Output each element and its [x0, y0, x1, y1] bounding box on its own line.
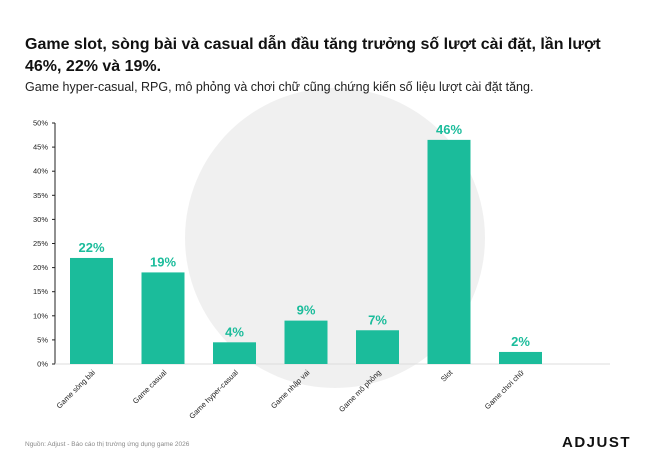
- bars-group: [70, 139, 542, 364]
- bar: [499, 351, 542, 364]
- bar: [213, 342, 256, 364]
- adjust-logo: ADJUST: [562, 434, 632, 451]
- chart-subtitle: Game hyper-casual, RPG, mô phỏng và chơi…: [25, 80, 534, 94]
- bar: [70, 257, 113, 364]
- y-tick-label: 25%: [33, 239, 48, 248]
- x-tick-label: Game hyper-casual: [187, 368, 240, 421]
- x-tick-label: Game sòng bài: [55, 368, 98, 411]
- bar-value-label: 4%: [225, 324, 244, 339]
- bar-value-label: 7%: [368, 312, 387, 327]
- bar: [284, 320, 328, 364]
- y-tick-label: 30%: [33, 215, 48, 224]
- y-tick-label: 5%: [37, 335, 48, 344]
- source-note: Nguồn: Adjust - Báo cáo thị trường ứng d…: [25, 441, 190, 448]
- y-tick-label: 15%: [33, 287, 48, 296]
- x-tick-label: Slot: [439, 367, 455, 383]
- y-tick-label: 10%: [33, 311, 48, 320]
- y-tick-label: 45%: [33, 143, 48, 152]
- bar: [356, 330, 399, 364]
- bar-value-label: 46%: [436, 122, 462, 137]
- watermark-logo: [185, 88, 485, 388]
- bar-value-label: 9%: [297, 303, 316, 318]
- y-tick-label: 40%: [33, 167, 48, 176]
- bar-value-label: 2%: [511, 334, 530, 349]
- y-tick-label: 35%: [33, 191, 48, 200]
- chart-title: Game slot, sòng bài và casual dẫn đầu tă…: [25, 36, 601, 75]
- bar: [141, 272, 185, 364]
- bar: [427, 139, 471, 364]
- y-tick-label: 20%: [33, 263, 48, 272]
- x-tick-label: Game chơi chữ: [483, 368, 526, 411]
- y-tick-label: 0%: [37, 360, 48, 369]
- x-tick-label: Game casual: [131, 368, 169, 406]
- bar-value-label: 19%: [150, 254, 176, 269]
- bar-value-label: 22%: [78, 240, 104, 255]
- y-tick-label: 50%: [33, 119, 48, 128]
- value-labels-group: 22% 19% 4% 9% 7% 46% 2%: [78, 122, 530, 349]
